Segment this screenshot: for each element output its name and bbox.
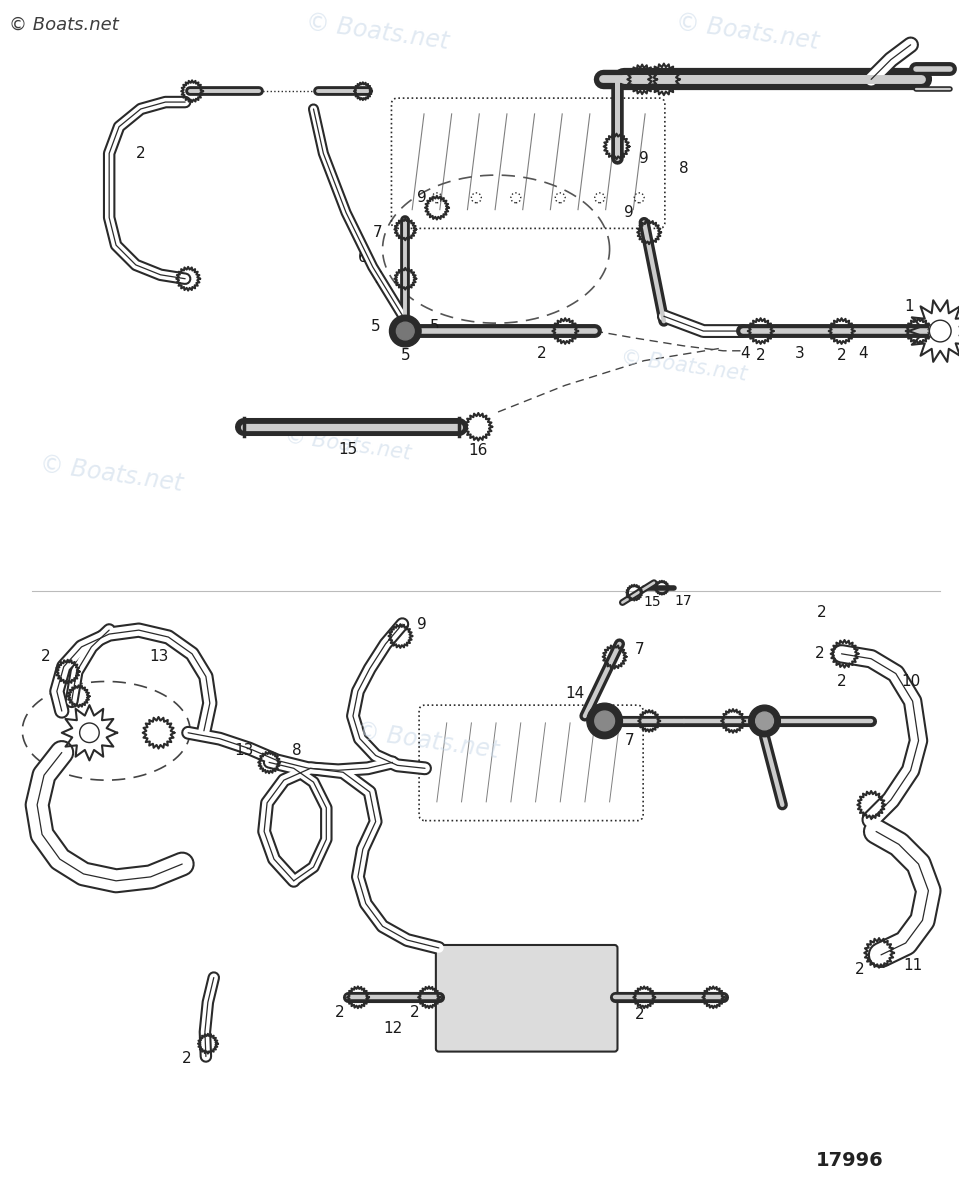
Text: 2: 2 [136, 146, 146, 161]
Text: 2: 2 [537, 347, 547, 361]
Text: © Boats.net: © Boats.net [620, 347, 748, 384]
Text: 2: 2 [410, 1004, 420, 1020]
Text: 16: 16 [469, 443, 488, 458]
Circle shape [749, 706, 781, 737]
Text: 7: 7 [635, 642, 644, 658]
Circle shape [80, 724, 99, 743]
Text: © Boats.net: © Boats.net [38, 452, 184, 496]
Text: 5: 5 [371, 319, 381, 334]
Text: 2: 2 [854, 962, 864, 977]
Text: 15: 15 [643, 595, 661, 610]
Circle shape [929, 320, 951, 342]
Text: 9: 9 [417, 191, 427, 205]
Text: 13: 13 [149, 649, 168, 665]
Circle shape [389, 316, 421, 347]
Circle shape [595, 712, 615, 731]
Text: 2: 2 [837, 674, 847, 689]
Text: 2: 2 [336, 1004, 345, 1020]
FancyBboxPatch shape [436, 944, 618, 1051]
Circle shape [396, 322, 414, 340]
Text: 2: 2 [41, 649, 51, 665]
Text: 3: 3 [795, 347, 805, 361]
Text: 8: 8 [679, 161, 689, 175]
Text: 17996: 17996 [815, 1151, 883, 1170]
Text: 4: 4 [740, 347, 750, 361]
Text: 7: 7 [373, 224, 383, 240]
Text: 6: 6 [358, 250, 367, 264]
Text: 2: 2 [837, 348, 847, 364]
Text: © Boats.net: © Boats.net [305, 10, 451, 54]
Text: 1: 1 [903, 299, 914, 314]
Text: © Boats.net: © Boats.net [9, 16, 119, 34]
Text: 7: 7 [624, 733, 634, 748]
Text: 17: 17 [675, 594, 692, 607]
Text: 7: 7 [373, 271, 383, 287]
Text: 2: 2 [635, 1007, 644, 1021]
Text: 12: 12 [384, 1021, 403, 1037]
Circle shape [756, 712, 774, 730]
Text: 13: 13 [235, 743, 254, 758]
Text: 15: 15 [339, 442, 358, 457]
Text: 9: 9 [624, 205, 634, 220]
Text: 14: 14 [566, 685, 585, 701]
Text: 10: 10 [901, 674, 921, 689]
Text: 2: 2 [756, 348, 765, 364]
Text: 2: 2 [815, 647, 825, 661]
Text: 9: 9 [417, 617, 427, 631]
Text: © Boats.net: © Boats.net [284, 426, 412, 463]
Text: 2: 2 [182, 1051, 192, 1066]
Text: © Boats.net: © Boats.net [354, 719, 500, 762]
Text: 11: 11 [903, 959, 923, 973]
Circle shape [587, 703, 622, 739]
Text: 9: 9 [640, 151, 649, 166]
Text: 8: 8 [292, 743, 301, 758]
Text: © Boats.net: © Boats.net [675, 10, 821, 54]
Text: 2: 2 [817, 605, 827, 620]
Text: 4: 4 [858, 347, 868, 361]
Text: 5: 5 [401, 348, 410, 364]
Text: 5: 5 [430, 319, 439, 334]
